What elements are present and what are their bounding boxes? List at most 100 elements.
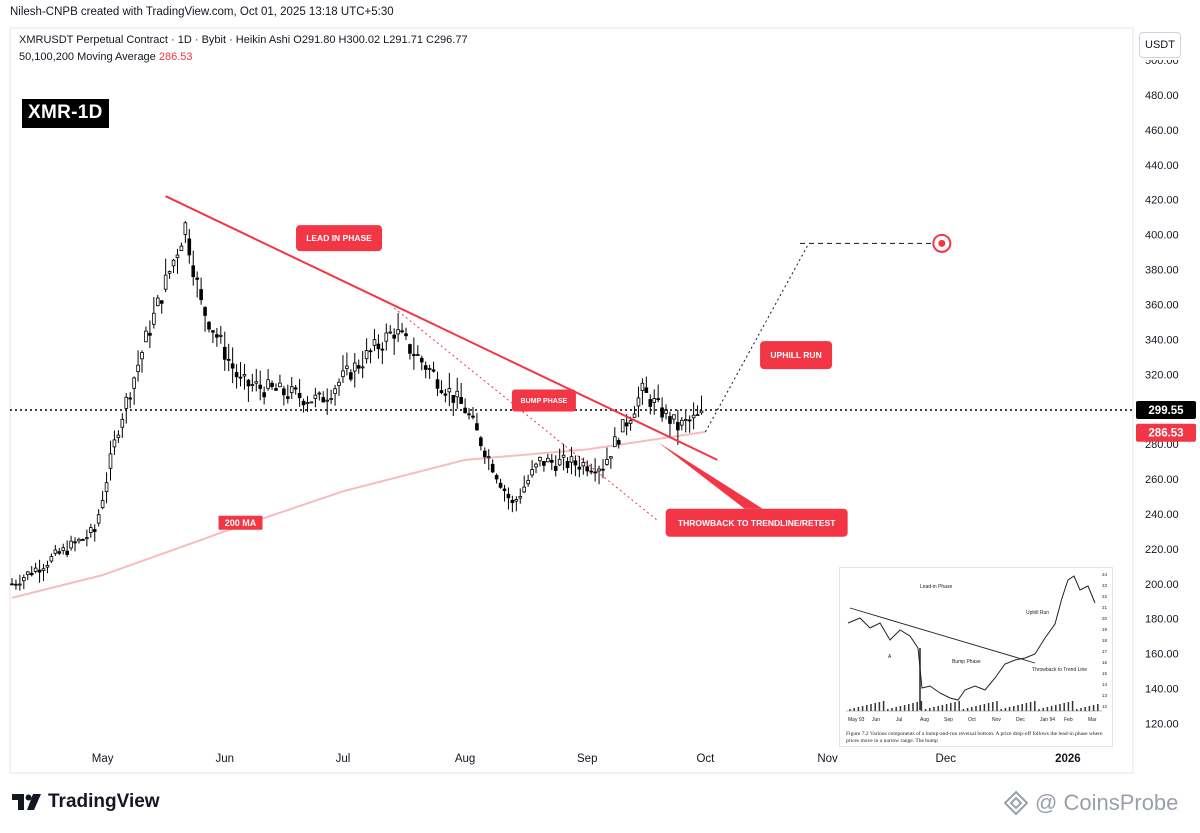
y-tick-label: 320.00 — [1145, 369, 1179, 381]
candle-body — [680, 419, 684, 426]
candle-body — [104, 482, 109, 493]
inset-y-label: 14 — [1102, 682, 1108, 687]
candle-body — [230, 363, 235, 369]
candle-body — [309, 401, 314, 404]
candle-body — [112, 439, 117, 448]
candle-body — [364, 350, 369, 360]
candle-body — [73, 541, 77, 544]
candle-body — [349, 372, 353, 380]
inset-x-label: Jun — [872, 717, 880, 723]
inset-chart: Lead-in Phase Bump Phase Uphill Run Throwba… — [846, 572, 1108, 723]
ma-200-line[interactable] — [11, 430, 706, 599]
y-tick-label: 120.00 — [1145, 719, 1179, 731]
inset-x-label: Feb — [1064, 717, 1073, 723]
candle-body — [124, 396, 129, 409]
candle-body — [648, 399, 653, 407]
attribution-text: Nilesh-CNPB created with TradingView.com… — [10, 6, 394, 18]
candle-body — [676, 421, 680, 431]
moving-average-legend[interactable]: 50,100,200 Moving Average 286.53 — [19, 51, 193, 63]
candle-body — [155, 297, 160, 307]
inset-label: A — [888, 654, 892, 660]
annotation-box[interactable] — [296, 225, 383, 252]
x-tick-label: Aug — [455, 753, 475, 765]
candle-body — [159, 300, 164, 304]
inset-y-label: 16 — [1102, 660, 1108, 665]
currency-button[interactable]: USDT — [1139, 32, 1181, 58]
y-tick-label: 380.00 — [1145, 265, 1179, 277]
candle-body — [652, 398, 657, 403]
y-tick-label: 220.00 — [1145, 544, 1179, 556]
candle-body — [207, 321, 211, 330]
candle-body — [57, 551, 62, 554]
candle-body — [258, 384, 263, 389]
inset-y-label: 21 — [1102, 605, 1108, 610]
candle-body — [140, 352, 144, 360]
descending-trendline[interactable] — [165, 195, 718, 461]
y-tick-label: 360.00 — [1145, 299, 1179, 311]
candle-body — [341, 370, 345, 377]
annotation-box[interactable] — [218, 515, 263, 530]
candle-body — [447, 388, 452, 393]
projection-path[interactable] — [705, 244, 809, 433]
candle-body — [577, 466, 582, 470]
candle-body — [538, 456, 542, 462]
candle-body — [305, 402, 310, 405]
candles[interactable] — [10, 220, 704, 591]
candle-body — [92, 529, 97, 532]
candle-body — [41, 568, 46, 571]
candle-body — [25, 571, 30, 576]
candle-body — [613, 436, 617, 448]
candle-body — [329, 398, 333, 400]
bump-dotted-line[interactable] — [393, 307, 659, 522]
y-tick-label: 200.00 — [1145, 579, 1179, 591]
annotation-box[interactable] — [665, 508, 848, 537]
candle-body — [416, 354, 420, 356]
candle-body — [687, 419, 692, 422]
tradingview-logo[interactable]: TradingView — [12, 791, 160, 813]
symbol-ohlc-legend[interactable]: XMRUSDT Perpetual Contract · 1D · Bybit … — [19, 34, 468, 46]
candle-body — [593, 471, 597, 474]
candle-body — [475, 423, 479, 431]
inset-y-label: 23 — [1102, 583, 1108, 588]
annotation-label: THROWBACK TO TRENDLINE/RETEST — [678, 518, 836, 528]
candle-body — [557, 458, 562, 466]
candle-body — [683, 419, 688, 421]
candle-body — [148, 332, 152, 336]
throwback-pointer — [658, 442, 763, 509]
candle-body — [187, 238, 192, 256]
candle-body — [195, 277, 199, 280]
candle-body — [61, 547, 66, 551]
inset-label: Uphill Run — [1026, 610, 1049, 616]
candle-body — [640, 382, 645, 391]
annotation-box[interactable] — [511, 389, 576, 412]
candle-body — [226, 359, 231, 361]
inset-x-label: Jul — [896, 717, 902, 723]
candle-body — [510, 499, 515, 504]
candle-body — [656, 398, 660, 401]
candle-body — [443, 393, 448, 396]
candle-body — [549, 459, 554, 463]
candle-body — [518, 496, 523, 499]
candle-body — [506, 493, 511, 499]
candle-body — [427, 368, 432, 370]
y-tick-label: 420.00 — [1145, 195, 1179, 207]
candle-body — [297, 392, 302, 399]
y-tick-label: 260.00 — [1145, 474, 1179, 486]
inset-y-label: 13 — [1102, 693, 1108, 698]
candle-body — [100, 500, 105, 509]
candle-body — [285, 396, 290, 399]
x-tick-label: Jun — [215, 753, 234, 765]
candle-body — [423, 365, 428, 370]
candle-body — [266, 379, 270, 389]
y-tick-label: 480.00 — [1145, 90, 1179, 102]
x-tick-label: May — [92, 753, 114, 765]
tradingview-logo-icon — [12, 794, 41, 810]
candle-body — [179, 245, 184, 251]
candle-body — [219, 334, 223, 337]
candle-body — [404, 333, 408, 337]
candle-body — [628, 420, 633, 424]
ticker-badge: XMR-1D — [22, 99, 109, 128]
inset-y-label: 20 — [1102, 616, 1108, 621]
annotation-box[interactable] — [760, 341, 833, 370]
